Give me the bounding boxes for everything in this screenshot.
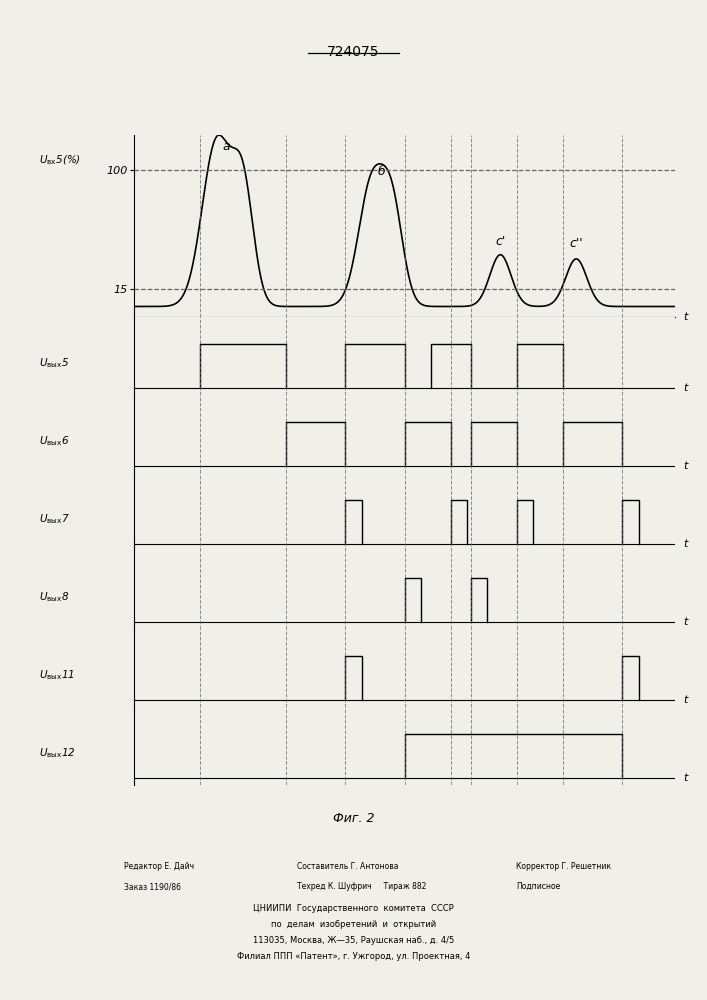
Text: $U_{\rm вых}$5: $U_{\rm вых}$5 <box>39 356 69 370</box>
Text: Филиал ППП «Патент», г. Ужгород, ул. Проектная, 4: Филиал ППП «Патент», г. Ужгород, ул. Про… <box>237 952 470 961</box>
Text: $U_{\rm вых}$11: $U_{\rm вых}$11 <box>39 668 75 682</box>
Text: 724075: 724075 <box>327 45 380 59</box>
Text: t: t <box>683 539 687 549</box>
Text: $U_{\rm вых}$8: $U_{\rm вых}$8 <box>39 590 69 604</box>
Text: $U_{\rm вх}$5(%): $U_{\rm вх}$5(%) <box>39 153 81 167</box>
Text: Редактор Е. Дайч: Редактор Е. Дайч <box>124 862 194 871</box>
Text: Составитель Г. Антонова: Составитель Г. Антонова <box>297 862 399 871</box>
Text: $U_{\rm вых}$7: $U_{\rm вых}$7 <box>39 512 69 526</box>
Text: Подписное: Подписное <box>516 882 561 891</box>
Text: Фиг. 2: Фиг. 2 <box>333 812 374 825</box>
Text: a: a <box>223 140 230 153</box>
Text: c'': c'' <box>569 237 583 250</box>
Text: $U_{\rm вых}$12: $U_{\rm вых}$12 <box>39 746 76 760</box>
Text: $U_{\rm вых}$6: $U_{\rm вых}$6 <box>39 434 69 448</box>
Text: t: t <box>683 773 687 783</box>
Text: ЦНИИПИ  Государственного  комитета  СССР: ЦНИИПИ Государственного комитета СССР <box>253 904 454 913</box>
Text: б: б <box>378 165 385 178</box>
Text: Техред К. Шуфрич     Тираж 882: Техред К. Шуфрич Тираж 882 <box>297 882 426 891</box>
Text: 113035, Москва, Ж—35, Раушская наб., д. 4/5: 113035, Москва, Ж—35, Раушская наб., д. … <box>253 936 454 945</box>
Text: Корректор Г. Решетник: Корректор Г. Решетник <box>516 862 612 871</box>
Text: t: t <box>683 312 687 322</box>
Text: t: t <box>683 461 687 471</box>
Text: Заказ 1190/86: Заказ 1190/86 <box>124 882 181 891</box>
Text: c': c' <box>496 235 506 248</box>
Text: по  делам  изобретений  и  открытий: по делам изобретений и открытий <box>271 920 436 929</box>
Text: t: t <box>683 617 687 627</box>
Text: t: t <box>683 695 687 705</box>
Text: t: t <box>683 383 687 393</box>
